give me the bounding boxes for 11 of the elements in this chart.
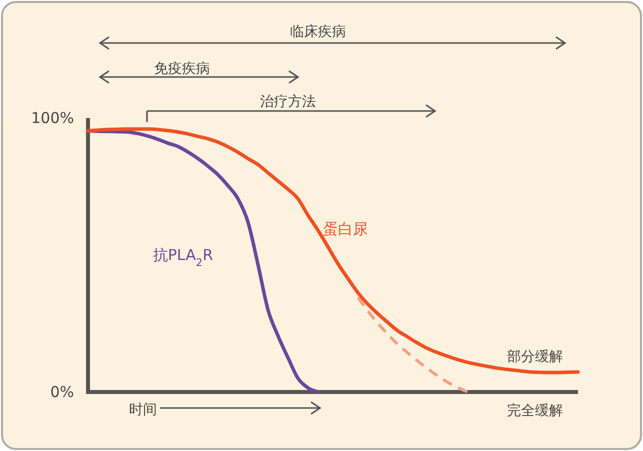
text: 治疗方法 — [260, 94, 316, 110]
text: 时间 — [129, 402, 157, 418]
line-series — [86, 127, 580, 374]
text: 完全缓解 — [507, 403, 563, 419]
series-label: 蛋白尿 — [323, 220, 368, 238]
text: 临床疾病 — [290, 24, 346, 40]
y-tick-label: 100% — [31, 109, 74, 127]
text: 免疫疾病 — [154, 61, 210, 77]
series: 抗PLA$_{2}$R — [86, 129, 320, 394]
annotation: 部分缓解 — [507, 349, 563, 365]
y-tick-label: 0% — [50, 383, 74, 401]
